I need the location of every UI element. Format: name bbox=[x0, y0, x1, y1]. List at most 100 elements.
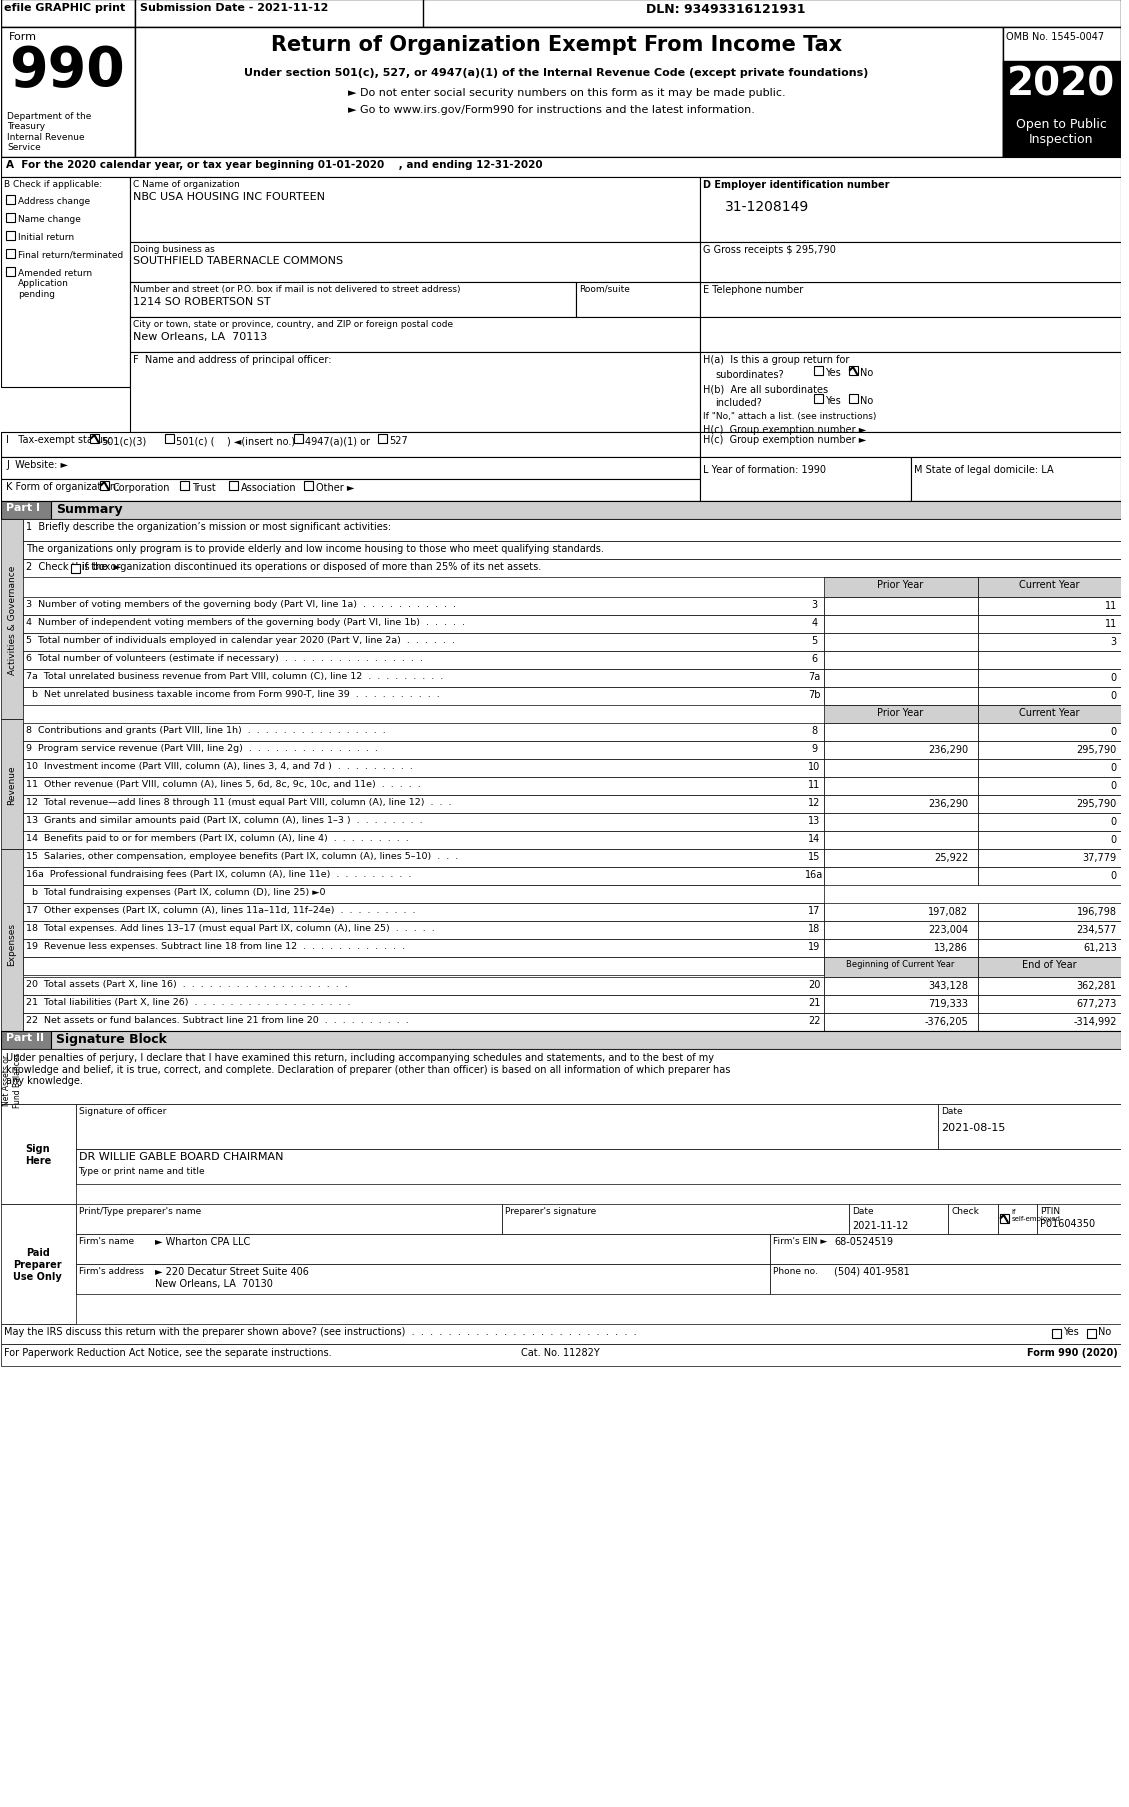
Bar bbox=[229, 482, 238, 492]
Text: The organizations only program is to provide elderly and low income housing to t: The organizations only program is to pro… bbox=[26, 544, 604, 553]
Bar bbox=[1000, 1214, 1008, 1223]
Text: B Check if applicable:: B Check if applicable: bbox=[5, 181, 103, 190]
Bar bbox=[978, 1014, 1121, 1032]
Text: Prior Year: Prior Year bbox=[877, 580, 924, 589]
Bar bbox=[978, 759, 1121, 777]
Text: For Paperwork Reduction Act Notice, see the separate instructions.: For Paperwork Reduction Act Notice, see … bbox=[5, 1348, 332, 1357]
Bar bbox=[978, 940, 1121, 958]
Text: 21  Total liabilities (Part X, line 26)  .  .  .  .  .  .  .  .  .  .  .  .  .  : 21 Total liabilities (Part X, line 26) .… bbox=[26, 997, 350, 1006]
Text: 1214 SO ROBERTSON ST: 1214 SO ROBERTSON ST bbox=[133, 296, 271, 307]
Text: NBC USA HOUSING INC FOURTEEN: NBC USA HOUSING INC FOURTEEN bbox=[133, 192, 325, 202]
Bar bbox=[23, 978, 824, 996]
Text: Summary: Summary bbox=[55, 502, 122, 515]
Bar bbox=[23, 542, 1121, 560]
Bar bbox=[938, 1104, 1121, 1149]
Text: Yes: Yes bbox=[825, 396, 841, 407]
Text: Paid
Preparer
Use Only: Paid Preparer Use Only bbox=[14, 1247, 62, 1281]
Bar bbox=[1, 0, 135, 27]
Bar bbox=[51, 502, 1121, 520]
Text: 196,798: 196,798 bbox=[1077, 907, 1117, 916]
Bar bbox=[304, 482, 313, 492]
Bar bbox=[23, 652, 824, 670]
Text: Firm's name: Firm's name bbox=[79, 1236, 133, 1245]
Text: 17: 17 bbox=[808, 905, 821, 916]
Bar bbox=[824, 723, 978, 741]
Text: 18: 18 bbox=[808, 923, 821, 934]
Bar bbox=[978, 795, 1121, 813]
Text: efile GRAPHIC print: efile GRAPHIC print bbox=[5, 4, 125, 13]
Text: 527: 527 bbox=[388, 435, 408, 446]
Bar bbox=[1, 1032, 1121, 1050]
Bar bbox=[130, 352, 700, 432]
Text: ► Go to www.irs.gov/Form990 for instructions and the latest information.: ► Go to www.irs.gov/Form990 for instruct… bbox=[348, 105, 755, 116]
Bar bbox=[1, 177, 130, 389]
Text: 22  Net assets or fund balances. Subtract line 21 from line 20  .  .  .  .  .  .: 22 Net assets or fund balances. Subtract… bbox=[26, 1016, 409, 1025]
Text: -314,992: -314,992 bbox=[1074, 1016, 1117, 1026]
Text: Form: Form bbox=[9, 33, 37, 42]
Text: 19  Revenue less expenses. Subtract line 18 from line 12  .  .  .  .  .  .  .  .: 19 Revenue less expenses. Subtract line … bbox=[26, 941, 405, 950]
Text: Revenue: Revenue bbox=[8, 764, 17, 804]
Bar bbox=[130, 177, 700, 242]
Bar bbox=[700, 177, 1121, 242]
Text: Prior Year: Prior Year bbox=[877, 708, 924, 717]
Text: 18  Total expenses. Add lines 13–17 (must equal Part IX, column (A), line 25)  .: 18 Total expenses. Add lines 13–17 (must… bbox=[26, 923, 435, 932]
Text: 0: 0 bbox=[1111, 817, 1117, 826]
Bar bbox=[1, 1203, 76, 1325]
Bar bbox=[1, 1104, 76, 1203]
Text: (504) 401-9581: (504) 401-9581 bbox=[834, 1267, 910, 1276]
Text: F  Name and address of principal officer:: F Name and address of principal officer: bbox=[133, 354, 332, 365]
Text: PTIN: PTIN bbox=[1041, 1207, 1060, 1216]
Text: Sign
Here: Sign Here bbox=[25, 1144, 51, 1166]
Bar bbox=[90, 435, 99, 445]
Text: I   Tax-exempt status:: I Tax-exempt status: bbox=[6, 435, 112, 445]
Text: L Year of formation: 1990: L Year of formation: 1990 bbox=[703, 464, 826, 475]
Text: Current Year: Current Year bbox=[1019, 580, 1079, 589]
Text: Open to Public
Inspection: Open to Public Inspection bbox=[1016, 117, 1106, 146]
Bar bbox=[502, 1203, 849, 1234]
Text: Signature of officer: Signature of officer bbox=[79, 1106, 166, 1115]
Text: Part II: Part II bbox=[6, 1032, 44, 1043]
Text: 2021-08-15: 2021-08-15 bbox=[942, 1122, 1006, 1133]
Text: 5: 5 bbox=[812, 636, 817, 645]
Bar bbox=[978, 867, 1121, 885]
Text: 343,128: 343,128 bbox=[928, 981, 968, 990]
Bar bbox=[76, 1234, 770, 1265]
Bar bbox=[23, 996, 824, 1014]
Text: 0: 0 bbox=[1111, 672, 1117, 683]
Bar bbox=[824, 741, 978, 759]
Bar bbox=[824, 652, 978, 670]
Bar bbox=[6, 213, 15, 222]
Bar bbox=[180, 482, 189, 492]
Bar bbox=[71, 564, 79, 573]
Bar bbox=[770, 1234, 1121, 1265]
Text: 16a  Professional fundraising fees (Part IX, column (A), line 11e)  .  .  .  .  : 16a Professional fundraising fees (Part … bbox=[26, 869, 411, 878]
Bar bbox=[23, 598, 824, 616]
Bar bbox=[824, 759, 978, 777]
Bar bbox=[23, 670, 824, 688]
Text: C Name of organization: C Name of organization bbox=[133, 181, 239, 190]
Bar bbox=[978, 634, 1121, 652]
Bar bbox=[1, 502, 1121, 520]
Bar bbox=[1, 1344, 1121, 1366]
Bar bbox=[76, 1265, 770, 1294]
Text: Initial return: Initial return bbox=[18, 233, 75, 242]
Text: 6: 6 bbox=[812, 654, 817, 663]
Bar bbox=[23, 940, 824, 958]
Text: G Gross receipts $ 295,790: G Gross receipts $ 295,790 bbox=[703, 246, 837, 255]
Bar bbox=[23, 795, 824, 813]
Text: Trust: Trust bbox=[192, 482, 216, 493]
Text: 20  Total assets (Part X, line 16)  .  .  .  .  .  .  .  .  .  .  .  .  .  .  . : 20 Total assets (Part X, line 16) . . . … bbox=[26, 979, 348, 988]
Text: P01604350: P01604350 bbox=[1041, 1218, 1095, 1229]
Text: 7b: 7b bbox=[808, 690, 821, 699]
Text: 20: 20 bbox=[808, 979, 821, 990]
Bar bbox=[23, 813, 824, 831]
Text: Check: Check bbox=[952, 1207, 979, 1216]
Bar bbox=[824, 777, 978, 795]
Text: New Orleans, LA  70130: New Orleans, LA 70130 bbox=[155, 1278, 273, 1288]
Text: Activities & Governance: Activities & Governance bbox=[8, 566, 17, 674]
Text: Net Assets or
Fund Balances: Net Assets or Fund Balances bbox=[2, 1052, 21, 1108]
Text: Preparer's signature: Preparer's signature bbox=[505, 1207, 596, 1216]
Bar bbox=[135, 27, 1003, 157]
Bar bbox=[23, 831, 824, 849]
Text: Yes: Yes bbox=[825, 369, 841, 378]
